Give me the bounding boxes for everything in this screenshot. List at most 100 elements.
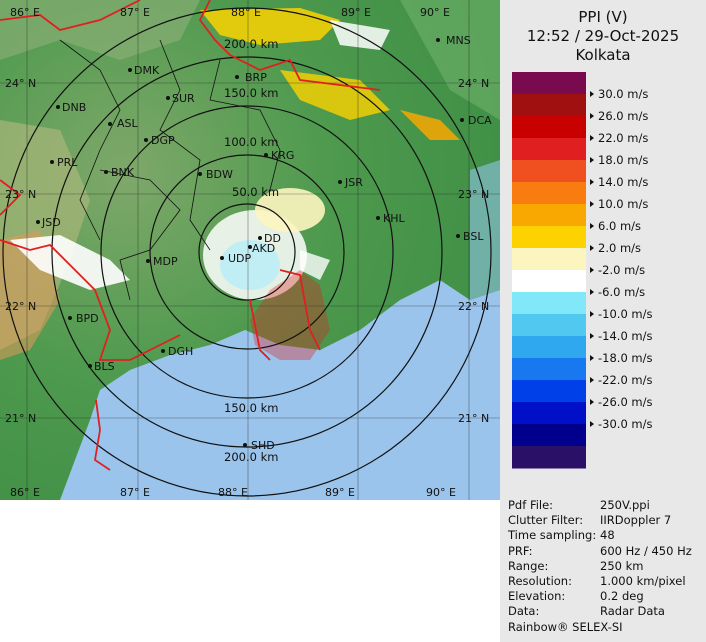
echo-red-delta <box>250 270 330 360</box>
legend-tick <box>590 267 594 273</box>
legend-swatch <box>512 226 586 249</box>
legend-swatch <box>512 336 586 359</box>
info-row: PRF: 600 Hz / 450 Hz <box>508 544 692 558</box>
legend-tick <box>590 157 594 163</box>
range-label-100: 100.0 km <box>224 135 278 149</box>
svg-text:87° E: 87° E <box>120 6 150 19</box>
legend-tick <box>590 135 594 141</box>
svg-text:21° N: 21° N <box>458 412 489 425</box>
city-label: SHD <box>251 439 275 452</box>
side-panel: PPI (V) 12:52 / 29-Oct-2025 Kolkata 30.0… <box>500 0 706 642</box>
svg-text:89° E: 89° E <box>325 486 355 499</box>
graticule <box>0 0 500 500</box>
info-value: 600 Hz / 450 Hz <box>600 543 692 558</box>
info-key: Pdf File: <box>508 498 554 512</box>
svg-text:23° N: 23° N <box>5 188 36 201</box>
info-value: 250V.ppi <box>600 498 650 512</box>
legend-swatch <box>512 424 586 447</box>
svg-text:22° N: 22° N <box>458 300 489 313</box>
range-label-200: 200.0 km <box>224 37 278 51</box>
info-row: Elevation: 0.2 deg <box>508 589 644 603</box>
info-row: Time sampling: 48 <box>508 528 615 542</box>
legend-swatch <box>512 138 586 161</box>
svg-text:87° E: 87° E <box>120 486 150 499</box>
city-label: BNK <box>111 166 135 179</box>
city-label: ASL <box>117 117 139 130</box>
radar-map-svg: MNS DMK BRP SUR DNB ASL DGP DCA PRL BNK … <box>0 0 500 500</box>
district-boundaries <box>59 39 281 301</box>
ring-200km <box>51 56 443 448</box>
info-key: Data: <box>508 604 540 619</box>
legend-label: -18.0 m/s <box>598 351 652 365</box>
legend-tick <box>590 355 594 361</box>
city-label: MNS <box>446 34 471 47</box>
legend-label: -10.0 m/s <box>598 307 652 321</box>
state-borders <box>0 0 381 471</box>
range-rings <box>2 7 492 497</box>
svg-text:89° E: 89° E <box>341 6 371 19</box>
svg-text:24° N: 24° N <box>5 77 36 90</box>
blank-area <box>0 500 500 642</box>
legend-swatch <box>512 248 586 271</box>
legend-tick <box>590 289 594 295</box>
info-value: 0.2 deg <box>600 589 644 604</box>
legend-swatch <box>512 314 586 337</box>
svg-text:21° N: 21° N <box>5 412 36 425</box>
echo-orange-northeast <box>400 110 460 140</box>
ring-100km <box>149 154 345 350</box>
city-label: UDP <box>228 252 252 265</box>
legend-label: 10.0 m/s <box>598 197 648 211</box>
legend-label: -30.0 m/s <box>598 417 652 431</box>
range-label-50: 50.0 km <box>232 185 279 199</box>
echo-cream-north <box>255 188 325 232</box>
legend-swatch <box>512 160 586 183</box>
info-value: Radar Data <box>600 604 665 619</box>
echo-yellow-north <box>200 8 340 45</box>
legend-label: -14.0 m/s <box>598 329 652 343</box>
range-label-150-south: 150.0 km <box>224 401 278 415</box>
legend-swatch <box>512 72 586 95</box>
info-row: Resolution: 1.000 km/pixel <box>508 574 686 588</box>
city-label: JSR <box>344 176 363 189</box>
coordinate-labels: 24° N 23° N 22° N 21° N 24° N 23° N 22° … <box>5 6 489 499</box>
city-label: DGP <box>151 134 175 147</box>
datetime-title: 12:52 / 29-Oct-2025 <box>526 27 680 45</box>
range-labels: 50.0 km 100.0 km 150.0 km 200.0 km 150.0… <box>224 37 279 464</box>
legend-tick <box>590 91 594 97</box>
city-label: BSL <box>463 230 484 243</box>
legend-label: 30.0 m/s <box>598 87 648 101</box>
legend-swatch <box>512 270 586 293</box>
legend-tick <box>590 179 594 185</box>
legend-label: -2.0 m/s <box>598 263 645 277</box>
info-key: Clutter Filter: <box>508 513 584 528</box>
info-row: Pdf File: 250V.ppi <box>508 498 650 512</box>
city-label: DD <box>264 232 281 245</box>
city-label: DNB <box>62 101 86 114</box>
city-label: DGH <box>168 345 193 358</box>
coastal-water <box>470 160 500 300</box>
legend-tick <box>590 333 594 339</box>
legend-label: -26.0 m/s <box>598 395 652 409</box>
echo-white-north <box>330 20 390 50</box>
legend-swatch <box>512 94 586 117</box>
info-key: Resolution: <box>508 574 572 588</box>
northeast-terrain <box>400 0 500 120</box>
legend-tick <box>590 421 594 427</box>
info-key: Elevation: <box>508 589 566 604</box>
info-row: Data: Radar Data <box>508 604 665 618</box>
legend-label: 2.0 m/s <box>598 241 641 255</box>
bay-of-bengal <box>60 280 500 500</box>
city-label: SUR <box>172 92 195 105</box>
legend-swatch <box>512 292 586 315</box>
info-row: Range: 250 km <box>508 559 643 573</box>
ring-250km <box>2 7 492 497</box>
svg-text:88° E: 88° E <box>218 486 248 499</box>
legend-tick <box>590 245 594 251</box>
legend-swatch <box>512 446 586 469</box>
svg-text:86° E: 86° E <box>10 486 40 499</box>
info-key: PRF: <box>508 543 533 558</box>
svg-text:22° N: 22° N <box>5 300 36 313</box>
svg-text:24° N: 24° N <box>458 77 489 90</box>
legend-swatch <box>512 182 586 205</box>
